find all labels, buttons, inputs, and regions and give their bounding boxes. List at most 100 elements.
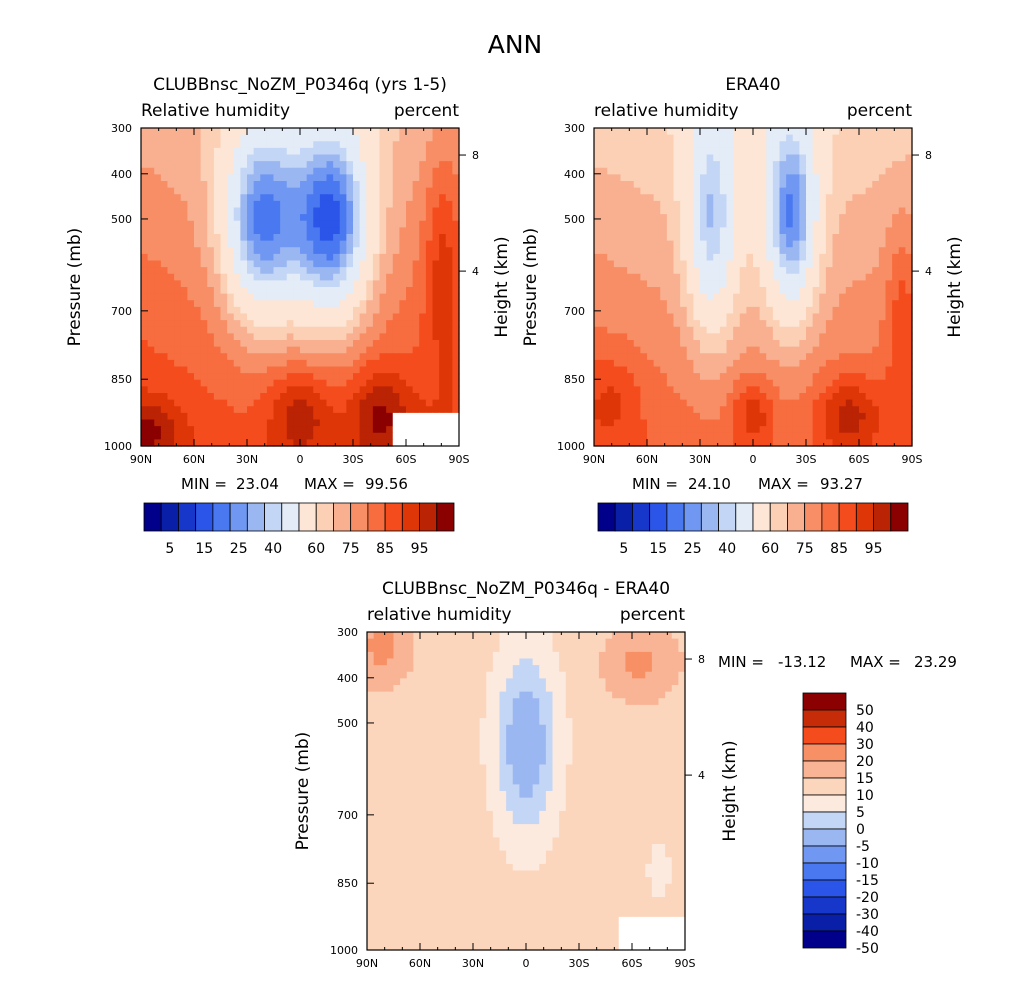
obs-field-cell bbox=[653, 181, 661, 189]
obs-field-cell bbox=[772, 247, 781, 255]
model-field-cell bbox=[167, 141, 175, 149]
obs-field-cell bbox=[653, 320, 661, 328]
obs-field-cell bbox=[819, 293, 827, 301]
obs-field-cell bbox=[786, 147, 794, 156]
obs-field-cell bbox=[825, 359, 834, 368]
model-field-cell bbox=[200, 399, 208, 407]
obs-field-cell bbox=[845, 240, 853, 248]
model-field-cell bbox=[445, 181, 453, 189]
obs-field-cell bbox=[673, 227, 681, 235]
model-field-cell bbox=[253, 161, 261, 169]
obs-field-cell bbox=[733, 379, 741, 387]
model-field-cell bbox=[180, 174, 188, 182]
model-field-cell bbox=[333, 419, 341, 427]
obs-field-cell bbox=[660, 439, 668, 447]
model-field-cell bbox=[147, 214, 155, 222]
model-field-cell bbox=[167, 419, 175, 427]
model-field-cell bbox=[141, 147, 149, 156]
model-field-cell bbox=[293, 267, 301, 275]
model-field-cell bbox=[445, 399, 453, 407]
obs-field-cell bbox=[859, 147, 867, 156]
obs-field-cell bbox=[700, 419, 708, 427]
obs-field-cell bbox=[825, 393, 834, 401]
obs-field-cell bbox=[806, 326, 814, 334]
model-field-cell bbox=[260, 326, 268, 334]
obs-field-cell bbox=[839, 181, 847, 189]
obs-field-cell bbox=[852, 200, 860, 209]
obs-field-cell bbox=[666, 439, 675, 447]
obs-field-cell bbox=[660, 154, 668, 162]
obs-field-cell bbox=[633, 300, 641, 308]
model-field-cell bbox=[333, 359, 341, 368]
model-field-cell bbox=[319, 326, 328, 334]
model-field-cell bbox=[339, 300, 347, 308]
colorbar-swatch bbox=[890, 502, 909, 532]
model-field-cell bbox=[154, 247, 162, 255]
obs-field-cell bbox=[613, 161, 622, 169]
model-field-cell bbox=[174, 287, 182, 295]
model-field-cell bbox=[147, 207, 155, 215]
model-field-cell bbox=[306, 293, 314, 301]
model-field-cell bbox=[260, 174, 268, 182]
obs-field-cell bbox=[693, 426, 701, 434]
obs-field-cell bbox=[898, 393, 906, 401]
obs-field-cell bbox=[680, 326, 688, 334]
model-field-cell bbox=[227, 227, 235, 235]
model-field-cell bbox=[247, 240, 255, 248]
obs-field-cell bbox=[885, 353, 893, 361]
model-field-cell bbox=[326, 399, 334, 407]
panel-model-colorbar: 5 15 25 40 60 75 85 95 bbox=[143, 502, 455, 557]
model-field-cell bbox=[346, 313, 354, 321]
obs-field-cell bbox=[766, 154, 774, 162]
obs-field-cell bbox=[832, 379, 840, 387]
obs-field-cell bbox=[792, 227, 800, 235]
model-field-cell bbox=[346, 432, 354, 440]
model-field-cell bbox=[260, 340, 268, 348]
model-field-cell bbox=[406, 134, 414, 142]
obs-field-cell bbox=[812, 326, 820, 334]
obs-field-cell bbox=[633, 161, 641, 169]
obs-field-cell bbox=[859, 207, 867, 215]
model-field-cell bbox=[406, 280, 414, 288]
model-field-cell bbox=[200, 227, 208, 235]
obs-field-cell bbox=[627, 260, 635, 268]
obs-field-cell bbox=[825, 134, 834, 142]
obs-field-cell bbox=[772, 181, 781, 189]
obs-field-cell bbox=[640, 147, 648, 156]
model-field-cell bbox=[412, 432, 420, 440]
model-field-cell bbox=[174, 220, 182, 228]
model-field-cell bbox=[180, 161, 188, 169]
obs-field-cell bbox=[766, 412, 774, 421]
model-field-cell bbox=[432, 187, 440, 195]
model-field-cell bbox=[346, 419, 354, 427]
model-field-cell bbox=[260, 306, 268, 315]
y-tick-label: 400 bbox=[564, 168, 585, 181]
model-field-cell bbox=[293, 346, 301, 354]
model-field-cell bbox=[233, 214, 241, 222]
model-field-cell bbox=[445, 333, 453, 341]
model-field-cell bbox=[293, 359, 301, 368]
obs-field-cell bbox=[713, 306, 721, 315]
model-field-cell bbox=[280, 346, 288, 354]
obs-field-cell bbox=[872, 187, 880, 195]
obs-field-cell bbox=[845, 234, 853, 242]
obs-field-cell bbox=[878, 379, 887, 387]
obs-field-cell bbox=[733, 393, 741, 401]
model-field-cell bbox=[313, 439, 321, 447]
obs-field-cell bbox=[878, 306, 887, 315]
model-field-cell bbox=[227, 306, 235, 315]
model-field-cell bbox=[187, 200, 195, 209]
model-field-cell bbox=[154, 340, 162, 348]
obs-field-cell bbox=[812, 353, 820, 361]
obs-field-cell bbox=[885, 154, 893, 162]
obs-field-cell bbox=[766, 346, 774, 354]
obs-field-cell bbox=[686, 267, 694, 275]
model-field-cell bbox=[353, 240, 361, 248]
obs-field-cell bbox=[739, 412, 747, 421]
obs-field-cell bbox=[666, 320, 675, 328]
obs-field-cell bbox=[792, 247, 800, 255]
model-field-cell bbox=[273, 267, 281, 275]
model-field-cell bbox=[286, 293, 294, 301]
model-field-cell bbox=[253, 406, 261, 414]
model-field-cell bbox=[160, 267, 169, 275]
